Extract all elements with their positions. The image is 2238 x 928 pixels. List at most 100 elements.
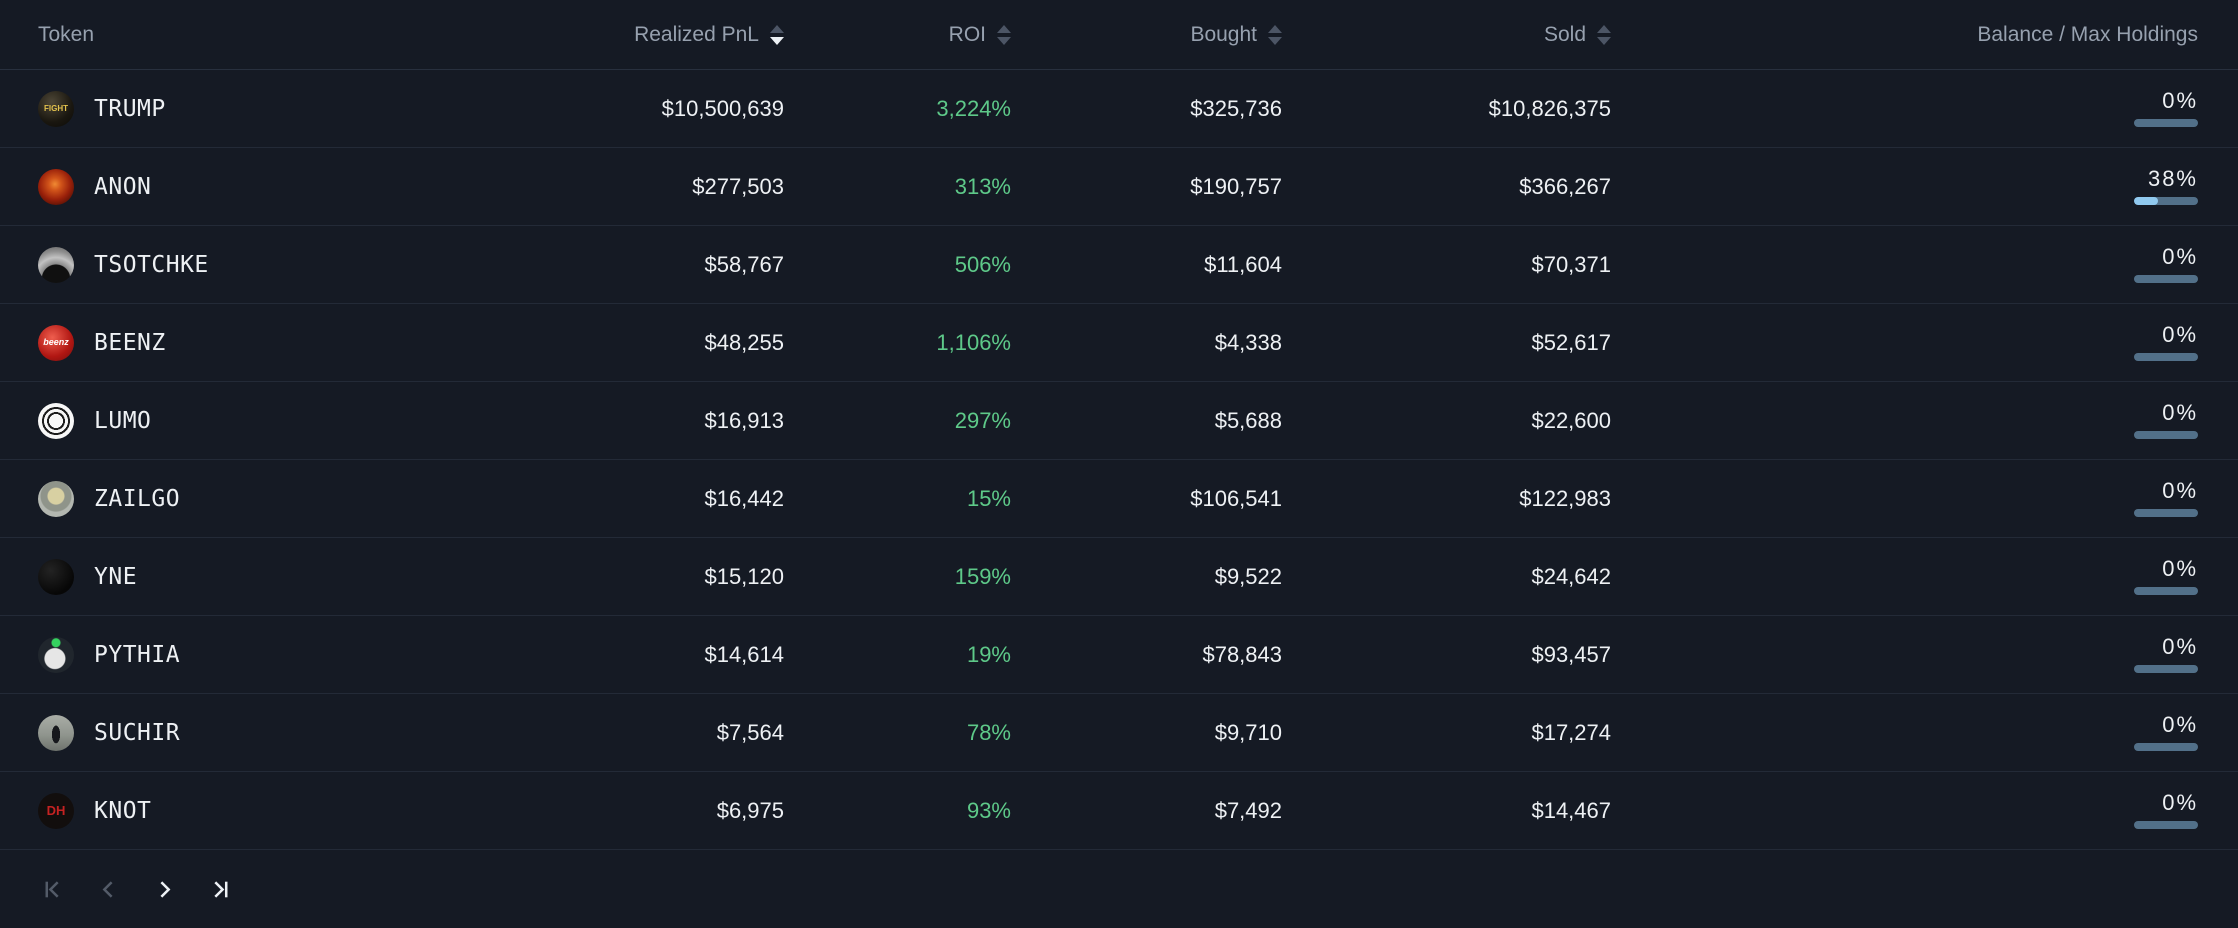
knot-token-icon: DH (38, 792, 74, 829)
prev-page-button[interactable] (95, 876, 121, 902)
balance-bar (2134, 275, 2198, 283)
token-cell: ANON (38, 168, 478, 205)
token-name: SUCHIR (94, 719, 181, 746)
balance-bar (2134, 743, 2198, 751)
token-icon-text: beenz (43, 337, 69, 347)
table-row[interactable]: ANON $277,503 313% $190,757 $366,267 38% (0, 148, 2238, 226)
next-page-button[interactable] (151, 876, 177, 902)
roi-cell: 506% (954, 251, 1011, 277)
balance-bar (2134, 821, 2198, 829)
balance-cell: 0% (1611, 324, 2198, 361)
bought-cell: $7,492 (1214, 797, 1282, 823)
realized-pnl-cell: $15,120 (704, 563, 784, 589)
token-name: YNE (94, 563, 138, 590)
token-icon-text: FIGHT (44, 103, 68, 113)
column-header-bought[interactable]: Bought (1011, 23, 1282, 47)
balance-cell: 0% (1611, 636, 2198, 673)
roi-cell: 297% (954, 407, 1011, 433)
token-cell: PYTHIA (38, 636, 478, 673)
sold-cell: $52,617 (1531, 329, 1611, 355)
balance-cell: 0% (1611, 90, 2198, 127)
token-cell: YNE (38, 558, 478, 595)
column-label-token: Token (38, 22, 95, 46)
realized-pnl-cell: $14,614 (704, 641, 784, 667)
table-row[interactable]: beenz BEENZ $48,255 1,106% $4,338 $52,61… (0, 304, 2238, 382)
first-page-button[interactable] (39, 876, 65, 902)
balance-cell: 0% (1611, 246, 2198, 283)
column-header-roi[interactable]: ROI (784, 23, 1011, 47)
token-name: LUMO (94, 407, 152, 434)
sort-icon (997, 24, 1011, 45)
token-name: ZAILGO (94, 485, 181, 512)
table-row[interactable]: PYTHIA $14,614 19% $78,843 $93,457 0% (0, 616, 2238, 694)
tsotchke-token-icon (38, 246, 74, 283)
table-row[interactable]: TSOTCHKE $58,767 506% $11,604 $70,371 0% (0, 226, 2238, 304)
bought-cell: $190,757 (1190, 173, 1282, 199)
token-cell: beenz BEENZ (38, 324, 478, 361)
table-row[interactable]: SUCHIR $7,564 78% $9,710 $17,274 0% (0, 694, 2238, 772)
lumo-token-icon (38, 402, 74, 439)
realized-pnl-cell: $58,767 (704, 251, 784, 277)
balance-bar-fill (2134, 197, 2159, 205)
balance-percent: 38% (2147, 166, 2198, 191)
bought-cell: $9,522 (1214, 563, 1282, 589)
balance-cell: 0% (1611, 792, 2198, 829)
column-header-balance-max-holdings: Balance / Max Holdings (1611, 23, 2198, 47)
bought-cell: $78,843 (1202, 641, 1282, 667)
sold-cell: $14,467 (1531, 797, 1611, 823)
bought-cell: $11,604 (1204, 251, 1282, 277)
roi-cell: 3,224% (936, 95, 1011, 121)
roi-cell: 159% (954, 563, 1011, 589)
zailgo-token-icon (38, 480, 74, 517)
sold-cell: $10,826,375 (1488, 95, 1611, 121)
realized-pnl-cell: $277,503 (692, 173, 784, 199)
sold-cell: $366,267 (1519, 173, 1611, 199)
balance-bar (2134, 197, 2198, 205)
sort-icon (770, 24, 784, 45)
table-row[interactable]: YNE $15,120 159% $9,522 $24,642 0% (0, 538, 2238, 616)
sold-cell: $70,371 (1531, 251, 1611, 277)
realized-pnl-cell: $6,975 (716, 797, 784, 823)
token-name: ANON (94, 173, 152, 200)
balance-percent: 0% (2162, 712, 2198, 737)
trump-token-icon: FIGHT (38, 90, 74, 127)
balance-cell: 0% (1611, 480, 2198, 517)
first-page-icon (45, 880, 59, 898)
chevron-left-icon (102, 880, 113, 898)
sold-cell: $22,600 (1531, 407, 1611, 433)
column-header-realized-pnl[interactable]: Realized PnL (478, 23, 784, 47)
sold-cell: $122,983 (1519, 485, 1611, 511)
token-cell: ZAILGO (38, 480, 478, 517)
bought-cell: $4,338 (1214, 329, 1282, 355)
balance-percent: 0% (2162, 322, 2198, 347)
balance-cell: 0% (1611, 558, 2198, 595)
roi-cell: 78% (966, 719, 1011, 745)
token-pnl-table: Token Realized PnL ROI Bought Sold Balan… (0, 23, 2238, 850)
balance-bar (2134, 587, 2198, 595)
token-cell: SUCHIR (38, 714, 478, 751)
last-page-button[interactable] (207, 876, 233, 902)
roi-cell: 93% (966, 797, 1011, 823)
sort-icon (1268, 24, 1282, 45)
sort-icon (1597, 24, 1611, 45)
balance-percent: 0% (2162, 634, 2198, 659)
balance-cell: 38% (1611, 168, 2198, 205)
column-header-token: Token (38, 23, 478, 47)
bought-cell: $5,688 (1214, 407, 1282, 433)
sold-cell: $93,457 (1531, 641, 1611, 667)
balance-percent: 0% (2162, 556, 2198, 581)
table-row[interactable]: ZAILGO $16,442 15% $106,541 $122,983 0% (0, 460, 2238, 538)
token-name: PYTHIA (94, 641, 181, 668)
table-row[interactable]: FIGHT TRUMP $10,500,639 3,224% $325,736 … (0, 70, 2238, 148)
column-label-roi: ROI (948, 22, 986, 46)
column-header-sold[interactable]: Sold (1282, 23, 1611, 47)
token-name: KNOT (94, 797, 152, 824)
balance-bar (2134, 665, 2198, 673)
roi-cell: 19% (966, 641, 1011, 667)
token-cell: FIGHT TRUMP (38, 90, 478, 127)
table-row[interactable]: DH KNOT $6,975 93% $7,492 $14,467 0% (0, 772, 2238, 850)
roi-cell: 313% (954, 173, 1011, 199)
token-cell: TSOTCHKE (38, 246, 478, 283)
yne-token-icon (38, 558, 74, 595)
table-row[interactable]: LUMO $16,913 297% $5,688 $22,600 0% (0, 382, 2238, 460)
